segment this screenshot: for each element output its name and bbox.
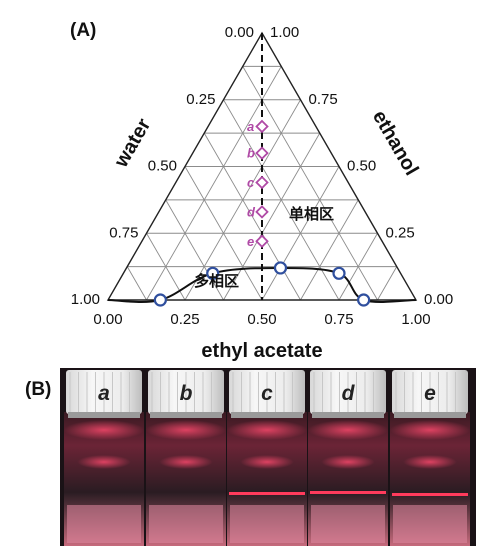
bottom-tick-label: 1.00 [401,311,430,328]
grid-line [223,132,321,301]
right-tick-label: 0.50 [347,158,376,175]
sample-point-e [255,234,269,249]
grid-line [242,66,378,301]
grid-line [146,66,282,301]
phase-boundary [392,493,468,496]
sample-label-b: b [247,146,255,161]
right-tick-label: 1.00 [270,24,299,41]
bottom-tick-label: 0.00 [93,311,122,328]
grid-line [300,199,359,301]
vial-bottom-reflection [149,505,223,543]
right-tick-label: 0.75 [309,91,338,108]
vial-neck [312,412,384,418]
vial-bottom-reflection [311,505,385,543]
bottom-axis-title: ethyl acetate [201,340,322,362]
sample-label-d: d [247,204,256,219]
sample-label-a: a [247,119,254,134]
binodal-points [153,261,371,307]
single-phase-label: 单相区 [289,205,334,223]
right-tick-label: 0.00 [424,291,453,308]
vial-bottom-reflection [67,505,141,543]
sample-point-b [255,146,269,160]
panel-b-label: (B) [25,379,51,400]
grid-line [146,233,186,301]
vial-neck [231,412,303,418]
grid-line [165,199,224,301]
bottom-tick-label: 0.25 [170,311,199,328]
sample-label-e: e [247,234,254,249]
vial-glow [159,455,213,469]
vial-c: c [227,370,307,546]
vial-bottom-reflection [393,505,467,543]
vial-glow [77,455,131,469]
vial-glow [146,420,226,440]
bottom-tick-label: 0.50 [247,311,276,328]
sample-point-c [255,175,269,190]
vial-bottom-reflection [230,505,304,543]
vial-glow [403,455,457,469]
vial-glow [308,420,388,440]
vial-glow [227,420,307,440]
grid-line [184,166,263,301]
vial-label-e: e [424,382,436,405]
binodal-curve [107,266,417,303]
vial-glow [321,455,375,469]
vial-neck [150,412,222,418]
binodal-point [357,293,371,307]
tick-labels: 0.00 0.00 0.00 0.25 0.25 0.25 0.50 0.50 0.50 0.75… [71,24,453,328]
sample-label-c: c [247,175,255,190]
vial-a: a [64,370,144,546]
vial-b: b [146,370,226,546]
left-tick-label: 0.25 [186,91,215,108]
left-tick-label: 0.00 [225,24,254,41]
vial-label-c: c [261,382,273,405]
vial-d: d [308,370,388,546]
grid-line [126,266,147,301]
vial-neck [68,412,140,418]
vial-photo: a b c d e [64,370,470,546]
vial-label-b: b [180,382,193,405]
left-tick-label: 1.00 [71,291,100,308]
vial-e: e [390,370,470,546]
multi-phase-label: 多相区 [194,272,239,290]
grid-line [377,266,398,301]
left-tick-label: 0.50 [148,158,177,175]
binodal-point [206,266,220,280]
binodal-point [332,266,346,280]
phase-boundary [229,492,305,495]
phase-boundary [310,491,386,494]
vial-neck [394,412,466,418]
sample-point-a [255,119,269,134]
vial-glow [240,455,294,469]
right-tick-label: 0.25 [386,224,415,241]
vial-glow [390,420,470,440]
binodal-point [153,293,167,307]
grid-line [223,99,340,301]
vial-label-d: d [342,382,356,405]
vial-label-a: a [98,382,110,405]
sample-point-d [255,205,269,219]
binodal-point [273,261,288,275]
left-tick-label: 0.75 [109,224,138,241]
bottom-tick-label: 0.75 [324,311,353,328]
panel-a-label: (A) [70,20,96,41]
vial-glow [64,420,144,440]
